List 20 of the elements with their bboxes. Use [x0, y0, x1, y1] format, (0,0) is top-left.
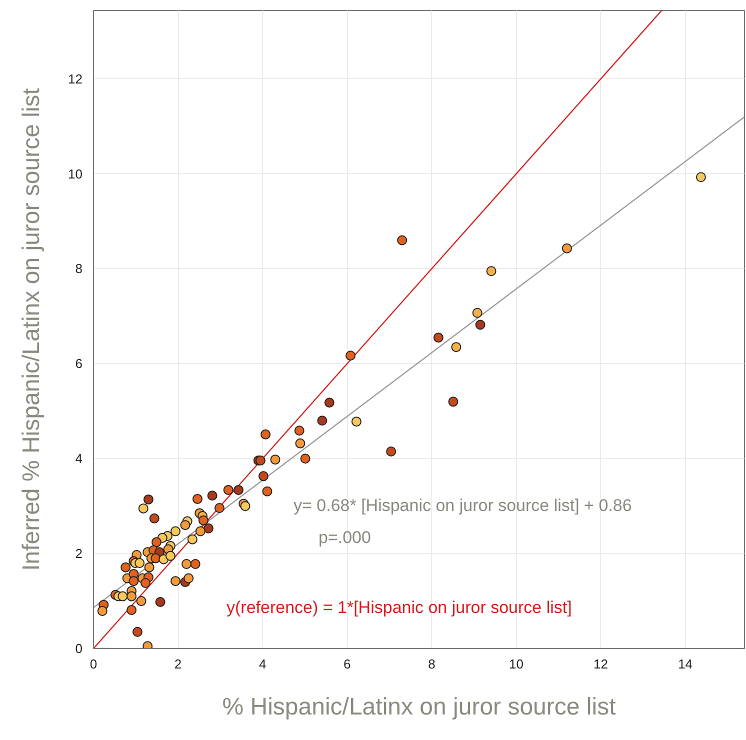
x-tick-label: 4	[258, 656, 266, 672]
x-tick-label: 10	[508, 656, 524, 672]
x-tick-label: 14	[678, 656, 693, 672]
annotation: p=.000	[318, 528, 371, 547]
x-tick-label: 12	[594, 656, 608, 672]
annotation: y= 0.68* [Hispanic on juror source list] + 0.86	[294, 496, 632, 515]
y-tick-label: 12	[68, 71, 83, 86]
y-axis-title: Inferred % Hispanic/Latinx on juror source list	[18, 88, 46, 571]
y-tick-label: 6	[75, 356, 83, 372]
y-tick-label: 0	[75, 641, 83, 656]
y-tick-label: 4	[75, 451, 83, 466]
x-axis-title: % Hispanic/Latinx on juror source list	[222, 694, 616, 720]
x-tick-label: 8	[428, 656, 436, 672]
y-tick-label: 8	[75, 261, 83, 276]
x-tick-label: 0	[90, 656, 98, 672]
y-tick-label: 10	[68, 166, 83, 182]
x-tick-label: 6	[344, 656, 351, 672]
x-tick-label: 2	[174, 656, 182, 672]
y-tick-label: 2	[75, 546, 83, 562]
annotation: y(reference) = 1*[Hispanic on juror source list]	[226, 598, 572, 617]
